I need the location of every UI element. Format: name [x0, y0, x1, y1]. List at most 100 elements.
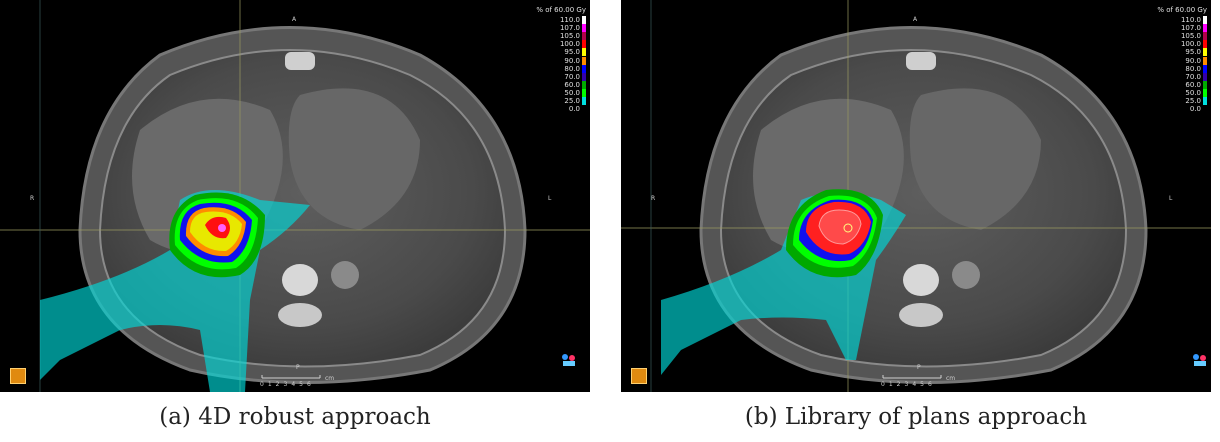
legend-swatch [582, 105, 586, 114]
patient-orientation-icon [1191, 353, 1209, 367]
legend-label: 107.0 [559, 24, 580, 33]
legend-label: 90.0 [564, 56, 580, 65]
legend-title: % of 60.00 Gy [1157, 6, 1207, 14]
cube-icon[interactable] [631, 368, 647, 384]
legend-swatch [1203, 88, 1207, 97]
orientation-anterior: A [913, 16, 918, 23]
orientation-right: R [651, 195, 656, 202]
caption-library-of-plans: (b) Library of plans approach [744, 404, 1088, 430]
legend-swatch [1203, 32, 1207, 41]
orientation-posterior: P [917, 364, 921, 371]
legend-label: 80.0 [1185, 64, 1201, 73]
legend-label: 80.0 [564, 64, 580, 73]
legend-swatch [1203, 16, 1207, 25]
legend-entry: 105.0 [526, 32, 586, 41]
legend-entry: 90.0 [526, 56, 586, 65]
legend-label: 50.0 [564, 88, 580, 97]
legend-swatch [582, 56, 586, 65]
scale-tick: 6 [306, 381, 315, 388]
orientation-left: L [548, 195, 552, 202]
legend-entry: 105.0 [1147, 32, 1207, 41]
legend-title: % of 60.00 Gy [536, 6, 586, 14]
cube-icon[interactable] [10, 368, 26, 384]
legend-label: 60.0 [564, 80, 580, 89]
scale-unit: cm [946, 375, 956, 382]
legend-swatch [582, 40, 586, 49]
legend-swatch [1203, 80, 1207, 89]
ct-dose-panel-4d-robust: % of 60.00 Gy 110.0 107.0 105.0 100.0 95… [0, 0, 590, 392]
legend-label: 25.0 [564, 96, 580, 105]
scale-tick: 0 [260, 381, 268, 388]
legend-label: 110.0 [559, 16, 580, 25]
legend-swatch [1203, 56, 1207, 65]
scale-tick: 0 [881, 381, 889, 388]
legend-swatch [1203, 40, 1207, 49]
legend-entry: 50.0 [1147, 88, 1207, 97]
legend-entry: 95.0 [526, 48, 586, 57]
legend-entry: 90.0 [1147, 56, 1207, 65]
legend-label: 0.0 [568, 105, 580, 114]
legend-entry: 100.0 [526, 40, 586, 49]
scale-tick: 4 [291, 381, 300, 388]
legend-label: 70.0 [1185, 72, 1201, 81]
legend-label: 70.0 [564, 72, 580, 81]
scale-tick: 1 [267, 381, 276, 388]
scale-tick: 5 [920, 381, 928, 388]
legend-entry: 100.0 [1147, 40, 1207, 49]
legend-swatch [582, 48, 586, 57]
legend-swatch [582, 88, 586, 97]
scale-tick: 1 [888, 381, 897, 388]
legend-swatch [1203, 24, 1207, 33]
scale-tick: 2 [896, 381, 905, 388]
orientation-left: L [1169, 195, 1173, 202]
scale-tick: 6 [927, 381, 936, 388]
orientation-right: R [30, 195, 35, 202]
legend-swatch [1203, 72, 1207, 81]
scale-tick: 4 [912, 381, 921, 388]
legend-swatch [582, 32, 586, 41]
legend-entry: 107.0 [1147, 24, 1207, 33]
ct-dose-image [0, 0, 590, 392]
patient-orientation-icon [560, 353, 578, 367]
legend-swatch [582, 16, 586, 25]
legend-entry: 60.0 [526, 80, 586, 89]
legend-label: 105.0 [559, 32, 580, 41]
scale-tick: 2 [275, 381, 284, 388]
legend-label: 90.0 [1185, 56, 1201, 65]
dose-legend: % of 60.00 Gy 110.0 107.0 105.0 100.0 95… [526, 6, 586, 114]
scale-tick: 3 [904, 381, 913, 388]
legend-swatch [1203, 64, 1207, 73]
legend-label: 0.0 [1189, 105, 1201, 114]
legend-entry: 70.0 [526, 72, 586, 81]
legend-entry: 60.0 [1147, 80, 1207, 89]
legend-label: 107.0 [1180, 24, 1201, 33]
legend-swatch [582, 72, 586, 81]
legend-entry: 80.0 [1147, 64, 1207, 73]
scale-ticks: 0123456 [881, 381, 936, 388]
legend-label: 105.0 [1180, 32, 1201, 41]
ct-dose-panel-library-of-plans: % of 60.00 Gy 110.0 107.0 105.0 100.0 95… [621, 0, 1211, 392]
legend-label: 95.0 [1185, 48, 1201, 57]
legend-swatch [582, 80, 586, 89]
legend-swatch [1203, 96, 1207, 105]
scale-tick: 5 [299, 381, 307, 388]
legend-label: 60.0 [1185, 80, 1201, 89]
legend-label: 95.0 [564, 48, 580, 57]
legend-label: 100.0 [1180, 40, 1201, 49]
legend-entry: 95.0 [1147, 48, 1207, 57]
legend-swatch [1203, 48, 1207, 57]
dose-legend: % of 60.00 Gy 110.0 107.0 105.0 100.0 95… [1147, 6, 1207, 114]
legend-swatch [582, 96, 586, 105]
legend-rows: 110.0 107.0 105.0 100.0 95.0 90.0 80.0 7… [1147, 16, 1207, 114]
legend-label: 25.0 [1185, 96, 1201, 105]
legend-entry: 70.0 [1147, 72, 1207, 81]
legend-swatch [1203, 105, 1207, 114]
legend-entry: 25.0 [1147, 96, 1207, 105]
legend-entry: 80.0 [526, 64, 586, 73]
scale-ticks: 0123456 [260, 381, 315, 388]
legend-entry: 110.0 [1147, 16, 1207, 25]
legend-label: 100.0 [559, 40, 580, 49]
legend-entry: 0.0 [526, 105, 586, 114]
scale-tick: 3 [283, 381, 292, 388]
legend-entry: 50.0 [526, 88, 586, 97]
